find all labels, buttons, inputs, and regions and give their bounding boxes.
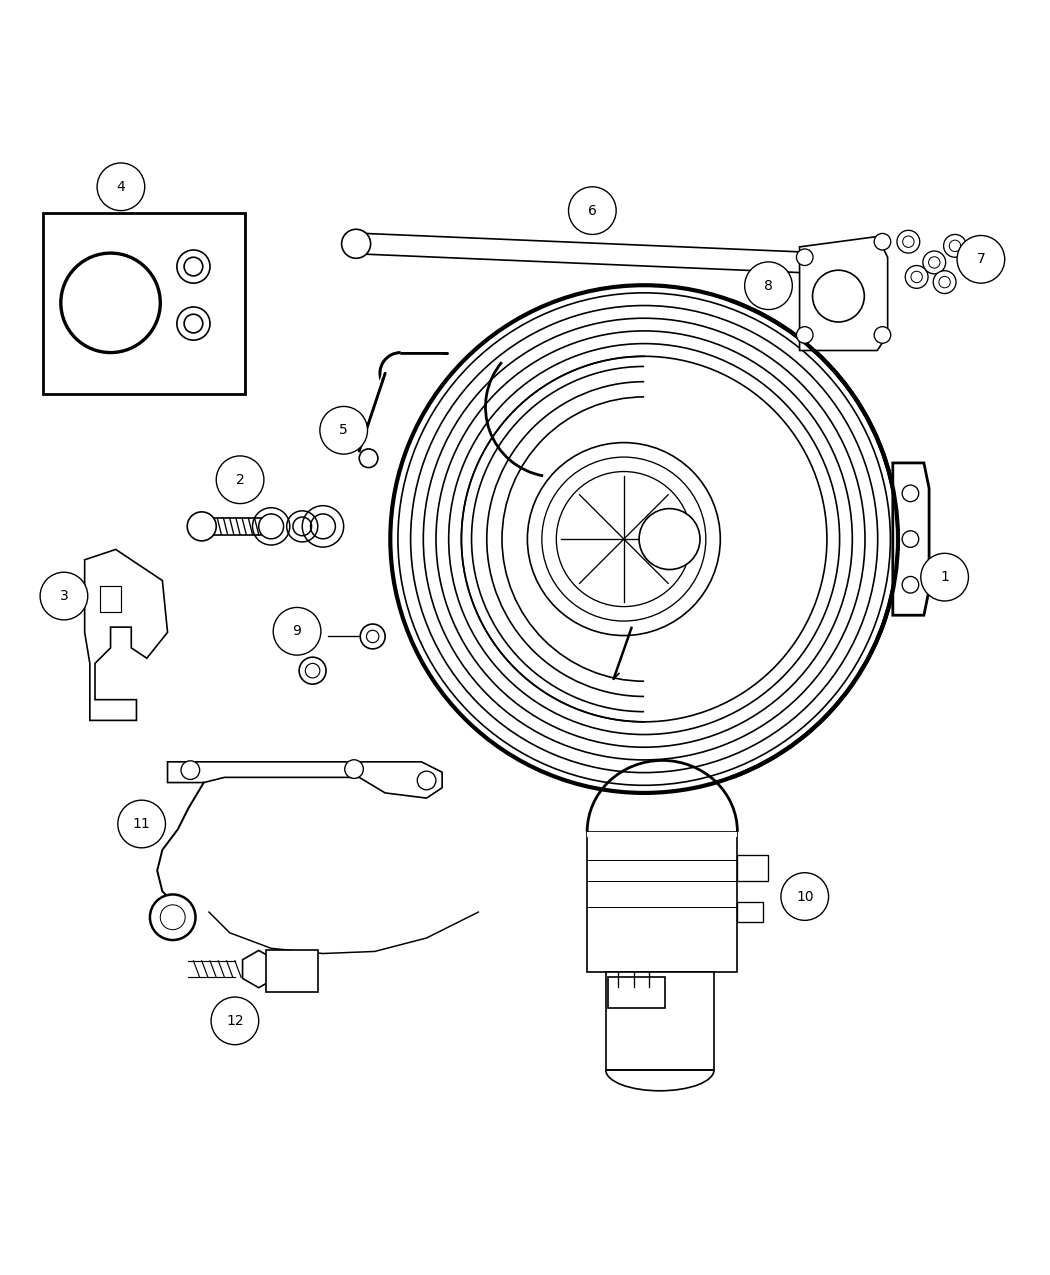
Circle shape <box>568 187 616 235</box>
Bar <box>606 972 714 1070</box>
Text: 1: 1 <box>940 570 949 584</box>
Text: 9: 9 <box>293 625 301 639</box>
Text: 12: 12 <box>226 1014 244 1028</box>
Circle shape <box>933 270 956 293</box>
Circle shape <box>923 251 946 274</box>
Text: 10: 10 <box>796 890 814 904</box>
Circle shape <box>797 326 813 343</box>
Circle shape <box>875 326 890 343</box>
Text: 7: 7 <box>976 252 985 266</box>
Circle shape <box>320 407 368 454</box>
Polygon shape <box>892 463 929 616</box>
Circle shape <box>781 872 828 921</box>
Circle shape <box>150 895 195 940</box>
Circle shape <box>417 771 436 789</box>
Bar <box>737 901 763 922</box>
Circle shape <box>797 249 813 265</box>
Circle shape <box>97 163 145 210</box>
Polygon shape <box>85 550 168 720</box>
Circle shape <box>360 623 385 649</box>
Circle shape <box>639 509 700 570</box>
Polygon shape <box>799 237 887 351</box>
Bar <box>587 831 737 972</box>
Circle shape <box>744 261 793 310</box>
Circle shape <box>875 233 890 250</box>
Text: 5: 5 <box>339 423 348 437</box>
Polygon shape <box>243 950 275 988</box>
Text: 11: 11 <box>132 817 150 831</box>
Circle shape <box>299 657 327 685</box>
Circle shape <box>341 230 371 259</box>
Circle shape <box>118 801 166 848</box>
Circle shape <box>957 236 1005 283</box>
Text: 8: 8 <box>764 279 773 293</box>
Circle shape <box>921 553 968 601</box>
Circle shape <box>273 607 321 655</box>
Text: 6: 6 <box>588 204 596 218</box>
Text: 4: 4 <box>117 180 125 194</box>
Text: 2: 2 <box>235 473 245 487</box>
Circle shape <box>905 265 928 288</box>
Circle shape <box>344 760 363 779</box>
Circle shape <box>216 456 264 504</box>
Bar <box>587 831 737 836</box>
Polygon shape <box>100 585 121 612</box>
Circle shape <box>944 235 966 258</box>
Circle shape <box>897 231 920 254</box>
Circle shape <box>40 572 88 620</box>
Circle shape <box>187 511 216 541</box>
Bar <box>608 977 665 1009</box>
Circle shape <box>211 997 258 1044</box>
Bar <box>43 213 246 394</box>
Text: 3: 3 <box>60 589 68 603</box>
Bar <box>266 950 318 992</box>
Bar <box>737 856 769 881</box>
Circle shape <box>181 761 200 779</box>
Polygon shape <box>168 762 442 798</box>
